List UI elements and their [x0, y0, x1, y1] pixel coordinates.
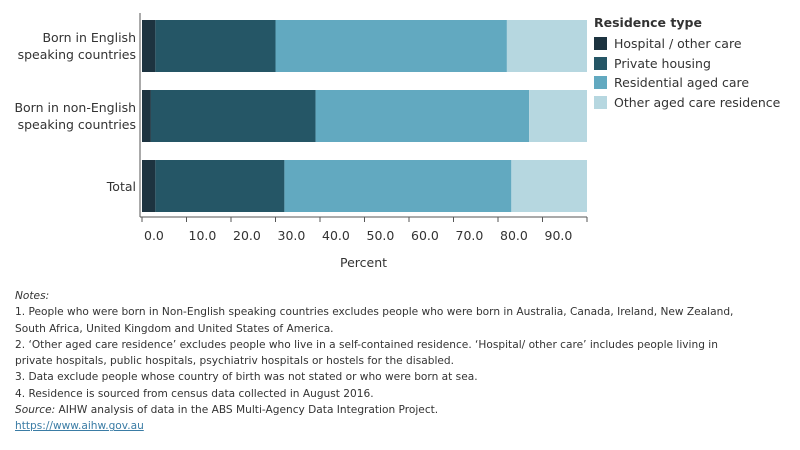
- bar-segment: [142, 160, 156, 212]
- legend-swatch: [594, 95, 607, 109]
- legend-label: Private housing: [614, 55, 711, 71]
- legend-title: Residence type: [594, 15, 702, 30]
- legend-item: Residential aged care: [594, 73, 780, 93]
- bar-segment: [150, 90, 316, 142]
- note-line: 4. Residence is sourced from census data…: [15, 387, 374, 400]
- category-label-line: Total: [106, 178, 136, 194]
- legend: Residence type Hospital / other care Priv…: [594, 14, 780, 112]
- bar-segment: [506, 20, 587, 72]
- category-label-line: speaking countries: [17, 117, 136, 132]
- bar-segment: [284, 160, 512, 212]
- category-label-line: Born in English: [42, 30, 136, 45]
- notes: Notes: 1. People who were born in Non-En…: [15, 288, 790, 435]
- note-line: 1. People who were born in Non-English s…: [15, 306, 734, 319]
- category-label: Born in English speaking countries: [6, 29, 136, 63]
- x-tick-label: 20.0: [233, 228, 261, 243]
- category-label: Born in non-English speaking countries: [6, 99, 136, 133]
- note-line: 2. ‘Other aged care residence’ excludes …: [15, 338, 718, 351]
- category-label: Total: [6, 178, 136, 195]
- legend-label: Residential aged care: [614, 75, 750, 91]
- x-tick-label: 30.0: [278, 228, 306, 243]
- source-text: AIHW analysis of data in the ABS Multi-A…: [55, 404, 439, 417]
- bar-segment: [511, 160, 587, 212]
- x-axis-title: Percent: [340, 255, 388, 270]
- category-label-line: speaking countries: [17, 47, 136, 62]
- legend-swatch: [594, 76, 607, 90]
- x-tick-label: 10.0: [189, 228, 217, 243]
- notes-heading: Notes:: [15, 290, 50, 302]
- legend-item: Hospital / other care: [594, 34, 780, 54]
- legend-swatch: [594, 56, 607, 70]
- bar-segment: [142, 90, 151, 142]
- legend-label: Hospital / other care: [614, 36, 742, 52]
- aihw-link-row: https://www.aihw.gov.au: [15, 418, 790, 434]
- source-line: Source: AIHW analysis of data in the ABS…: [15, 402, 790, 418]
- bar-segment: [529, 90, 587, 142]
- x-tick-label: 60.0: [411, 228, 439, 243]
- bar-segment: [155, 20, 276, 72]
- legend-item: Private housing: [594, 54, 780, 74]
- bar-segment: [142, 20, 156, 72]
- note-line: private hospitals, public hospitals, psy…: [15, 355, 455, 368]
- bar-segment: [275, 20, 507, 72]
- bar-segment: [315, 90, 530, 142]
- category-label-line: Born in non-English: [14, 100, 136, 115]
- x-tick-label: 90.0: [545, 228, 573, 243]
- x-tick-label: 70.0: [456, 228, 484, 243]
- legend-item: Other aged care residence: [594, 93, 780, 113]
- bar-segment: [155, 160, 285, 212]
- legend-label: Other aged care residence: [614, 94, 781, 110]
- note-line: South Africa, United Kingdom and United …: [15, 322, 334, 335]
- aihw-link[interactable]: https://www.aihw.gov.au: [15, 420, 144, 433]
- legend-swatch: [594, 37, 607, 51]
- x-tick-label: 80.0: [500, 228, 528, 243]
- x-tick-label: 40.0: [322, 228, 350, 243]
- note-line: 3. Data exclude people whose country of …: [15, 371, 478, 384]
- source-label: Source:: [15, 404, 56, 417]
- legend-items: Hospital / other care Private housing Resi…: [594, 34, 780, 112]
- x-tick-label: 50.0: [367, 228, 395, 243]
- x-tick-label: 0.0: [144, 228, 164, 243]
